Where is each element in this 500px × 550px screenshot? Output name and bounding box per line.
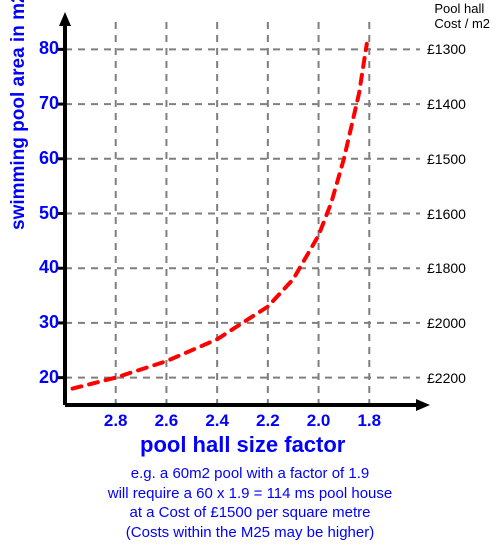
y-tick-label: 40: [29, 257, 59, 278]
y-tick-label: 50: [29, 203, 59, 224]
right-tick-label: £1600: [427, 206, 466, 222]
right-tick-label: £1400: [427, 96, 466, 112]
x-axis-title: pool hall size factor: [140, 432, 345, 458]
y-tick-label: 30: [29, 312, 59, 333]
right-tick-label: £2200: [427, 370, 466, 386]
chart-svg: [0, 0, 500, 470]
chart-container: swimming pool area in m2 Pool hall Cost …: [0, 0, 500, 550]
y-axis-title: swimming pool area in m2: [8, 0, 30, 230]
right-tick-label: £1800: [427, 260, 466, 276]
x-tick-label: 2.8: [104, 411, 128, 431]
right-tick-label: £1300: [427, 41, 466, 57]
y-tick-label: 70: [29, 93, 59, 114]
y-tick-label: 60: [29, 148, 59, 169]
x-tick-label: 1.8: [357, 411, 381, 431]
y-tick-label: 80: [29, 38, 59, 59]
y-tick-label: 20: [29, 367, 59, 388]
x-tick-label: 2.4: [205, 411, 229, 431]
right-tick-label: £1500: [427, 151, 466, 167]
right-axis-header: Pool hall Cost / m2: [434, 2, 490, 32]
x-tick-label: 2.2: [256, 411, 280, 431]
right-tick-label: £2000: [427, 315, 466, 331]
caption: e.g. a 60m2 pool with a factor of 1.9 wi…: [0, 464, 500, 542]
x-tick-label: 2.6: [155, 411, 179, 431]
x-tick-label: 2.0: [307, 411, 331, 431]
